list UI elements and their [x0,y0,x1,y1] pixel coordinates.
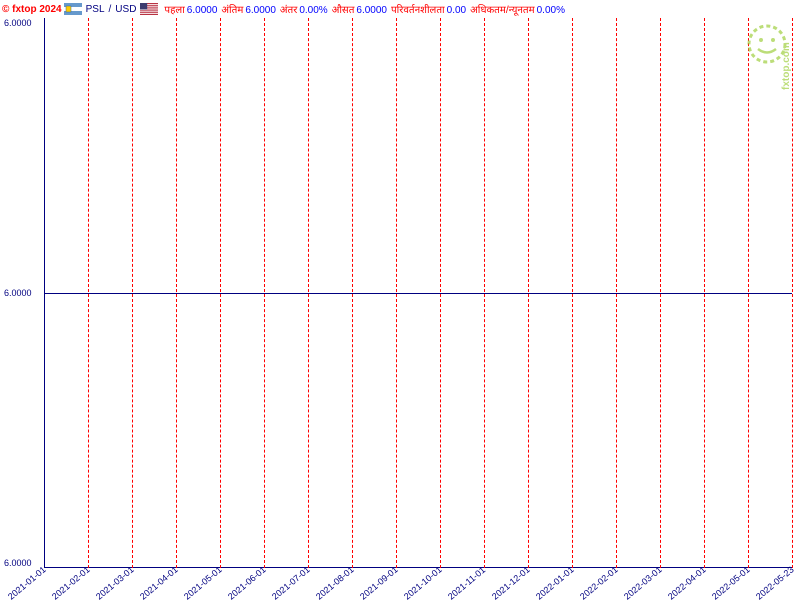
stat-value: 0.00% [537,5,565,16]
data-series-line [44,293,792,294]
y-tick-label: 6.0000 [4,18,32,28]
flag-usd-icon [140,3,158,15]
copyright-text: © fxtop 2024 [2,4,62,15]
svg-text:fxtop.com: fxtop.com [781,42,792,90]
chart-header: © fxtop 2024 PSL / USD पहला6.0000अंतिम6.… [0,2,800,16]
x-tick-label: 2021-10-01 [402,564,444,601]
x-tick-label: 2021-09-01 [358,564,400,601]
x-tick-label: 2021-08-01 [314,564,356,601]
stats-row: पहला6.0000अंतिम6.0000अंतर0.00%औसत6.0000प… [160,2,565,16]
x-tick-label: 2021-01-01 [6,564,48,601]
y-tick-label: 6.0000 [4,558,32,568]
x-tick-label: 2021-07-01 [270,564,312,601]
stat-value: 0.00% [299,5,327,16]
stat-label: औसत [332,5,355,16]
x-axis-line [44,567,792,568]
x-tick-label: 2021-03-01 [94,564,136,601]
stat-value: 6.0000 [245,5,276,16]
x-tick-label: 2021-02-01 [50,564,92,601]
x-tick-label: 2021-06-01 [226,564,268,601]
stat-label: परिवर्तनशीलता [391,5,445,16]
watermark-icon: fxtop.com [740,22,794,97]
x-tick-label: 2021-04-01 [138,564,180,601]
pair-right: USD [115,4,136,15]
x-tick-label: 2021-12-01 [490,564,532,601]
x-tick-label: 2022-01-01 [534,564,576,601]
x-tick-label: 2022-03-01 [622,564,664,601]
x-tick-label: 2022-05-01 [710,564,752,601]
pair-sep: / [109,4,112,15]
y-tick-label: 6.0000 [4,288,32,298]
x-tick-label: 2021-11-01 [446,565,487,602]
stat-label: पहला [164,5,184,16]
stat-value: 6.0000 [187,5,218,16]
x-tick-label: 2021-05-01 [182,564,224,601]
stat-value: 6.0000 [356,5,387,16]
x-tick-label: 2022-02-01 [578,564,620,601]
pair-left: PSL [86,4,105,15]
stat-value: 0.00 [447,5,466,16]
x-tick-label: 2022-04-01 [666,564,708,601]
flag-psl-icon [64,3,82,15]
gridline-vertical [792,18,793,568]
stat-label: अंतर [280,5,297,16]
x-tick-label: 2022-05-23 [754,564,796,601]
stat-label: अधिकतम/न्यूनतम [470,5,535,16]
stat-label: अंतिम [221,5,243,16]
